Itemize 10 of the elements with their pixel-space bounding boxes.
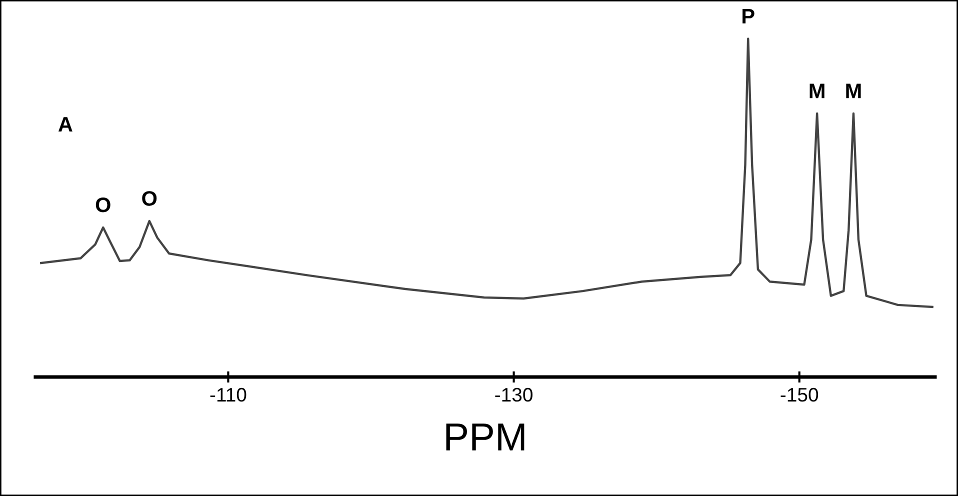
annotation: O: [142, 191, 157, 206]
annotation: M: [810, 84, 824, 98]
annotation: M: [846, 84, 861, 98]
annotation: A: [58, 117, 72, 132]
x-tick-label: -110: [210, 388, 246, 402]
annotation: O: [96, 198, 110, 212]
annotation: P: [742, 9, 754, 24]
x-axis-title: PPM: [446, 424, 524, 450]
x-tick-label: -130: [495, 388, 532, 402]
x-tick-label: -150: [780, 388, 818, 402]
